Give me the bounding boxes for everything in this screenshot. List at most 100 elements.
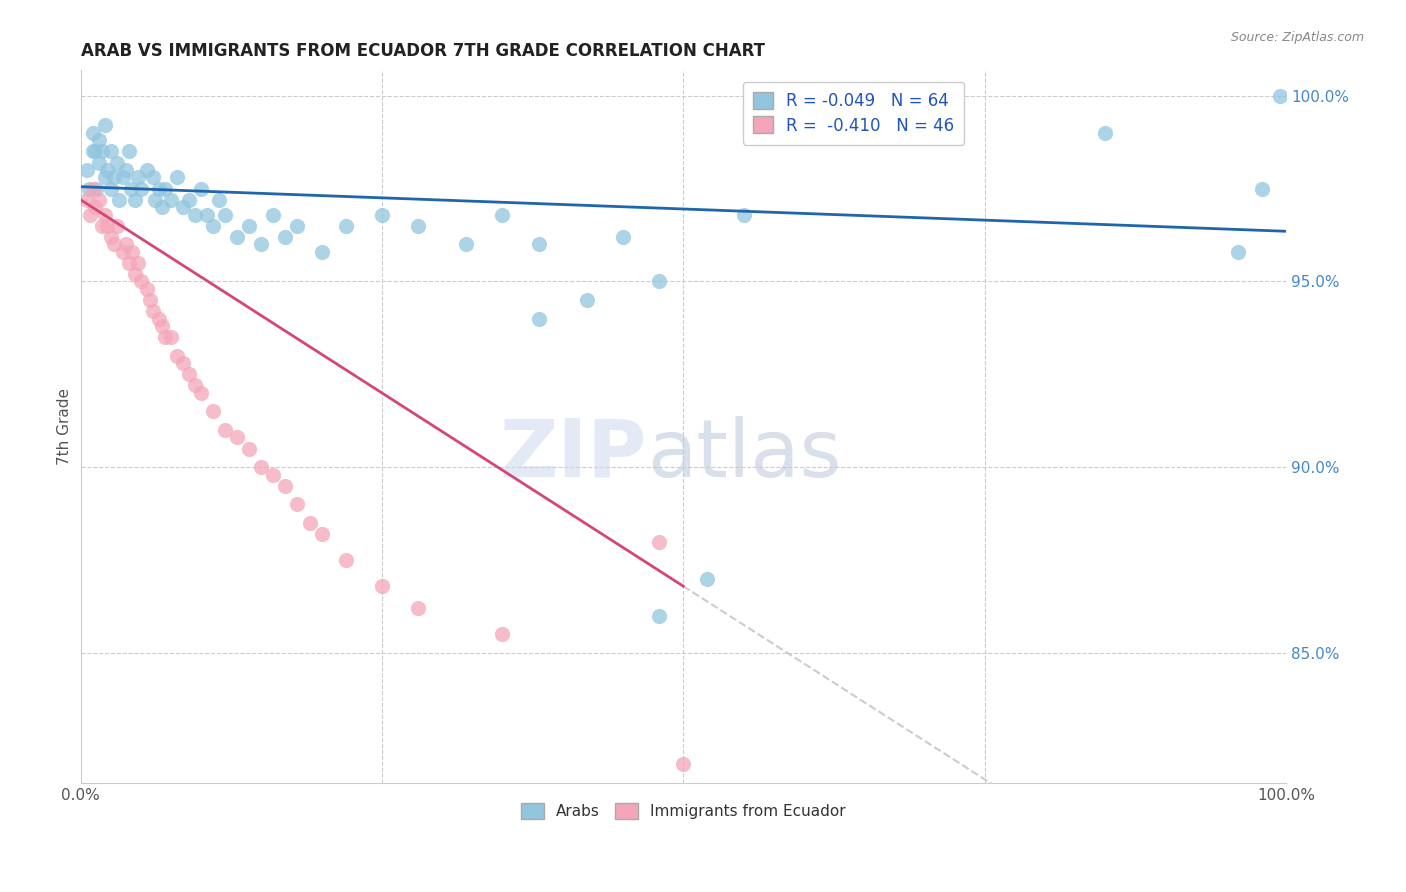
Point bbox=[177, 193, 200, 207]
Legend: Arabs, Immigrants from Ecuador: Arabs, Immigrants from Ecuador bbox=[515, 797, 852, 825]
Point bbox=[91, 219, 114, 233]
Point bbox=[172, 200, 194, 214]
Point bbox=[152, 200, 174, 214]
Point bbox=[111, 244, 134, 259]
Point bbox=[103, 237, 125, 252]
Point bbox=[103, 170, 125, 185]
Text: atlas: atlas bbox=[647, 416, 841, 494]
Point bbox=[96, 219, 118, 233]
Point bbox=[696, 572, 718, 586]
Point bbox=[127, 170, 149, 185]
Point bbox=[129, 275, 152, 289]
Point bbox=[91, 145, 114, 159]
Point bbox=[76, 163, 98, 178]
Point bbox=[166, 170, 188, 185]
Point bbox=[298, 516, 321, 530]
Text: Source: ZipAtlas.com: Source: ZipAtlas.com bbox=[1230, 31, 1364, 45]
Point bbox=[79, 208, 101, 222]
Point bbox=[238, 442, 260, 456]
Point bbox=[100, 230, 122, 244]
Point bbox=[195, 208, 218, 222]
Point bbox=[406, 601, 429, 615]
Point bbox=[190, 385, 212, 400]
Point bbox=[184, 378, 207, 392]
Point bbox=[84, 145, 107, 159]
Point bbox=[93, 170, 115, 185]
Point bbox=[335, 553, 357, 567]
Point bbox=[121, 244, 143, 259]
Point bbox=[84, 181, 107, 195]
Point bbox=[100, 181, 122, 195]
Point bbox=[153, 330, 176, 344]
Point bbox=[166, 349, 188, 363]
Point bbox=[105, 155, 128, 169]
Point bbox=[87, 133, 110, 147]
Text: ZIP: ZIP bbox=[499, 416, 647, 494]
Point bbox=[262, 467, 284, 482]
Point bbox=[84, 200, 107, 214]
Point bbox=[214, 423, 236, 437]
Point bbox=[93, 208, 115, 222]
Point bbox=[575, 293, 598, 307]
Point bbox=[87, 155, 110, 169]
Point bbox=[1250, 181, 1272, 195]
Point bbox=[142, 170, 165, 185]
Point bbox=[527, 237, 550, 252]
Point bbox=[226, 230, 249, 244]
Point bbox=[143, 193, 166, 207]
Point bbox=[371, 208, 394, 222]
Point bbox=[93, 119, 115, 133]
Point bbox=[672, 757, 695, 772]
Point bbox=[311, 527, 333, 541]
Point bbox=[152, 318, 174, 333]
Point bbox=[160, 330, 183, 344]
Point bbox=[111, 170, 134, 185]
Point bbox=[148, 311, 170, 326]
Point bbox=[118, 256, 141, 270]
Point bbox=[172, 356, 194, 370]
Point bbox=[96, 163, 118, 178]
Point bbox=[226, 430, 249, 444]
Point bbox=[82, 181, 104, 195]
Point bbox=[115, 237, 138, 252]
Point bbox=[214, 208, 236, 222]
Point bbox=[202, 404, 225, 418]
Point bbox=[108, 193, 131, 207]
Point bbox=[250, 460, 273, 475]
Point bbox=[148, 181, 170, 195]
Point bbox=[274, 230, 297, 244]
Point bbox=[87, 193, 110, 207]
Point bbox=[733, 208, 755, 222]
Point bbox=[262, 208, 284, 222]
Point bbox=[491, 627, 513, 641]
Point bbox=[406, 219, 429, 233]
Y-axis label: 7th Grade: 7th Grade bbox=[58, 388, 72, 465]
Point bbox=[1226, 244, 1249, 259]
Point bbox=[208, 193, 231, 207]
Point bbox=[648, 534, 671, 549]
Point bbox=[1268, 88, 1291, 103]
Point bbox=[648, 275, 671, 289]
Point bbox=[287, 497, 309, 511]
Point bbox=[456, 237, 478, 252]
Point bbox=[612, 230, 634, 244]
Point bbox=[153, 181, 176, 195]
Point bbox=[190, 181, 212, 195]
Point bbox=[202, 219, 225, 233]
Point bbox=[177, 368, 200, 382]
Point bbox=[160, 193, 183, 207]
Point bbox=[311, 244, 333, 259]
Point bbox=[105, 219, 128, 233]
Point bbox=[1094, 126, 1116, 140]
Point bbox=[135, 282, 157, 296]
Point bbox=[648, 608, 671, 623]
Point bbox=[100, 145, 122, 159]
Point bbox=[124, 193, 146, 207]
Point bbox=[120, 181, 142, 195]
Point bbox=[118, 145, 141, 159]
Point bbox=[124, 267, 146, 281]
Point bbox=[135, 163, 157, 178]
Point bbox=[287, 219, 309, 233]
Point bbox=[82, 126, 104, 140]
Point bbox=[238, 219, 260, 233]
